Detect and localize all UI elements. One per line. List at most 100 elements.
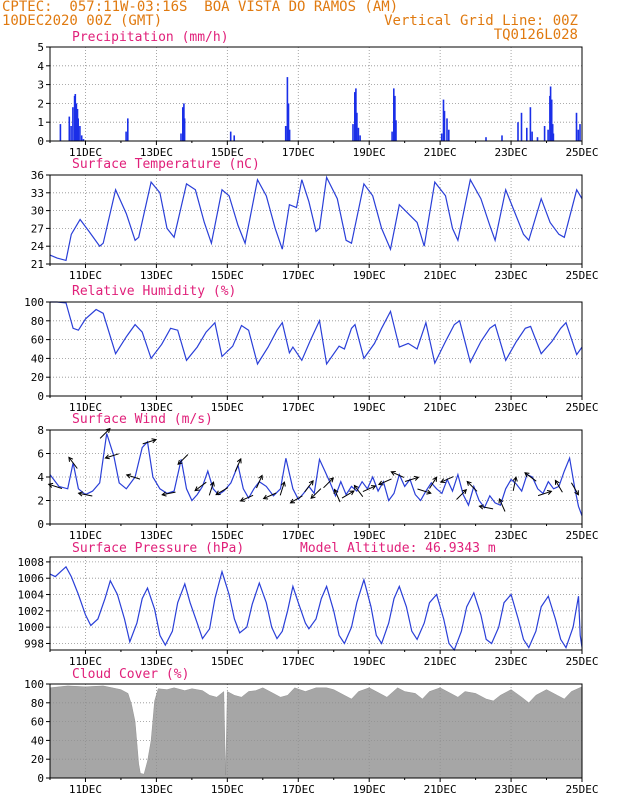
x-tick-label: 17DEC (282, 529, 315, 542)
precip-bar (59, 124, 62, 141)
wind-arrow (341, 490, 355, 499)
wind-arrow (194, 481, 207, 492)
wind-arrow (570, 482, 579, 496)
x-tick-label: 23DEC (495, 146, 528, 159)
precip-bar (393, 88, 395, 141)
wind-arrow-head (194, 486, 200, 492)
wind-arrow (404, 475, 420, 482)
y-tick-label: 1002 (18, 605, 45, 618)
wind-arrow (47, 482, 63, 489)
wind-arrow-head (308, 479, 314, 486)
precip-bar (357, 127, 360, 141)
y-tick-label: 1008 (18, 556, 45, 569)
x-tick-label: 23DEC (495, 529, 528, 542)
wind-arrow-shaft (362, 485, 376, 493)
wind-arrow-head (461, 488, 468, 495)
precip-bar (543, 126, 546, 141)
series-line (49, 175, 583, 262)
y-tick-label: 1000 (18, 621, 45, 634)
precip-bar (233, 135, 235, 141)
wind-arrow-head (349, 490, 355, 496)
wind-arrow-head (333, 488, 339, 495)
precip-bar (529, 107, 532, 141)
precip-bar (577, 129, 580, 141)
wind-arrow-shaft (162, 491, 176, 496)
precip-bar (547, 129, 549, 141)
precip-bar (552, 133, 555, 141)
precip-bar (74, 94, 77, 141)
panel-1: 0 1 2 3 4 5 11DEC 13DEC 15DEC 17DEC 19DEC 21DEC 23DE… (37, 30, 598, 159)
wind-arrow-head (498, 497, 504, 504)
x-tick-label: 25DEC (565, 783, 598, 796)
panel-title: Cloud Cover (%) (72, 667, 189, 682)
wind-arrow-head (262, 494, 269, 500)
x-tick-label: 13DEC (140, 529, 173, 542)
wind-arrow-head (215, 490, 221, 496)
y-tick-label: 33 (31, 187, 44, 200)
x-tick-label: 25DEC (565, 146, 598, 159)
wind-arrow-shaft (524, 472, 537, 482)
precip-bar (287, 103, 290, 141)
precip-bar (536, 137, 539, 141)
wind-arrow-head (413, 475, 420, 481)
x-tick-label: 11DEC (69, 269, 102, 282)
x-tick-label: 17DEC (282, 655, 315, 668)
x-tick-label: 19DEC (353, 529, 386, 542)
wind-arrow-head (236, 457, 242, 464)
grid-lines (50, 46, 583, 142)
panel-frame (49, 174, 583, 265)
wind-arrow-head (258, 474, 263, 480)
x-tick-label: 19DEC (353, 146, 386, 159)
grid-lines (50, 174, 583, 265)
wind-arrow-shaft (263, 492, 277, 500)
wind-arrow-shaft (353, 485, 364, 498)
x-tick-label: 15DEC (211, 529, 244, 542)
wind-arrow-head (105, 427, 111, 434)
precip-bar (354, 92, 356, 141)
precip-bar (72, 107, 74, 141)
panel-3: 0 20 40 60 80 100 11DEC 13DEC 15DEC 17DEC 19DEC 21D… (24, 284, 598, 414)
x-tick-label: 19DEC (353, 783, 386, 796)
wind-arrow-head (151, 438, 158, 444)
y-tick-label: 4 (37, 471, 44, 484)
y-tick-label: 0 (37, 772, 44, 785)
wind-arrow-shaft (537, 490, 552, 497)
wind-arrow-shaft (570, 482, 579, 495)
station-header: CPTEC: 057:11W-03:16S BOA VISTA DO RAMOS… (2, 0, 399, 15)
wind-arrow (333, 488, 341, 503)
y-tick-label: 100 (24, 678, 44, 691)
wind-arrow-head (439, 478, 446, 483)
y-tick-label: 20 (31, 371, 44, 384)
wind-arrow-shaft (466, 481, 478, 492)
wind-arrow (478, 504, 494, 510)
precip-bar (520, 112, 523, 141)
wind-arrow-shaft (512, 477, 517, 492)
y-tick-label: 1006 (18, 572, 45, 585)
wind-arrow-head (524, 472, 530, 478)
wind-arrow-head (125, 473, 132, 479)
wind-arrow-shaft (479, 505, 494, 510)
x-tick-label: 17DEC (282, 401, 315, 414)
x-tick-label: 23DEC (495, 783, 528, 796)
wind-arrow (323, 477, 335, 489)
wind-arrow (177, 454, 189, 466)
precip-bar (526, 127, 528, 141)
y-tick-label: 24 (31, 240, 45, 253)
y-tick-label: 27 (31, 222, 44, 235)
x-tick-label: 21DEC (424, 401, 457, 414)
x-tick-label: 13DEC (140, 783, 173, 796)
y-tick-label: 0 (37, 390, 44, 403)
wind-arrow (512, 476, 518, 492)
precip-bar (80, 135, 83, 141)
wind-arrow (239, 494, 254, 502)
wind-arrow-shaft (334, 489, 341, 503)
wind-arrow-shaft (378, 478, 392, 485)
wind-arrow-shaft (290, 495, 303, 504)
y-tick-label: 2 (37, 97, 44, 110)
y-tick-label: 2 (37, 495, 44, 508)
y-tick-label: 20 (31, 753, 44, 766)
precip-bar (551, 124, 554, 141)
panel-2: 21 24 27 30 33 36 11DEC 13DEC 15DEC 17DEC 19DEC 21D… (31, 157, 599, 282)
wind-arrow (524, 472, 537, 482)
